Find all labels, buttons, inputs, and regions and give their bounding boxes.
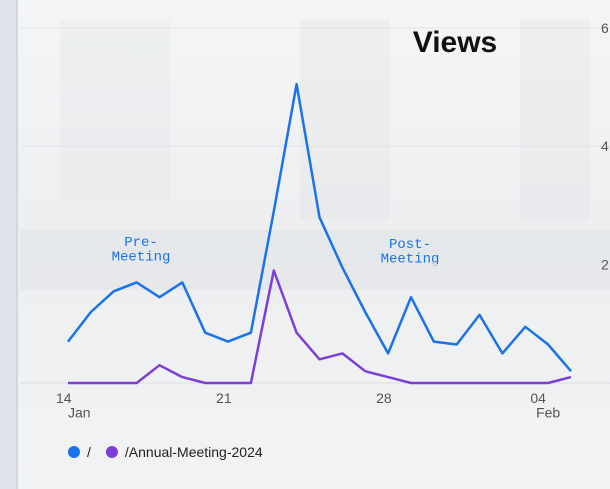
y-tick-label: 4 bbox=[601, 138, 609, 154]
chart-title: Views bbox=[413, 26, 498, 59]
background-photo bbox=[20, 20, 610, 290]
page: {"chart_data": {"type": "line", "title":… bbox=[0, 0, 610, 489]
legend-label: / bbox=[87, 444, 91, 460]
left-edge bbox=[16, 0, 18, 489]
legend-marker bbox=[68, 446, 80, 458]
chart: Views Pre-Meeting Post-Meeting //Annual-… bbox=[0, 0, 610, 489]
annotation: Post-Meeting bbox=[381, 237, 440, 268]
legend-label: /Annual-Meeting-2024 bbox=[125, 444, 263, 460]
y-tick-label: 6 bbox=[601, 20, 609, 36]
x-tick-label: 28 bbox=[376, 390, 392, 406]
left-border bbox=[0, 0, 16, 489]
legend-marker bbox=[106, 446, 118, 458]
y-tick-label: 2 bbox=[601, 257, 609, 273]
x-tick-label: 21 bbox=[216, 390, 232, 406]
